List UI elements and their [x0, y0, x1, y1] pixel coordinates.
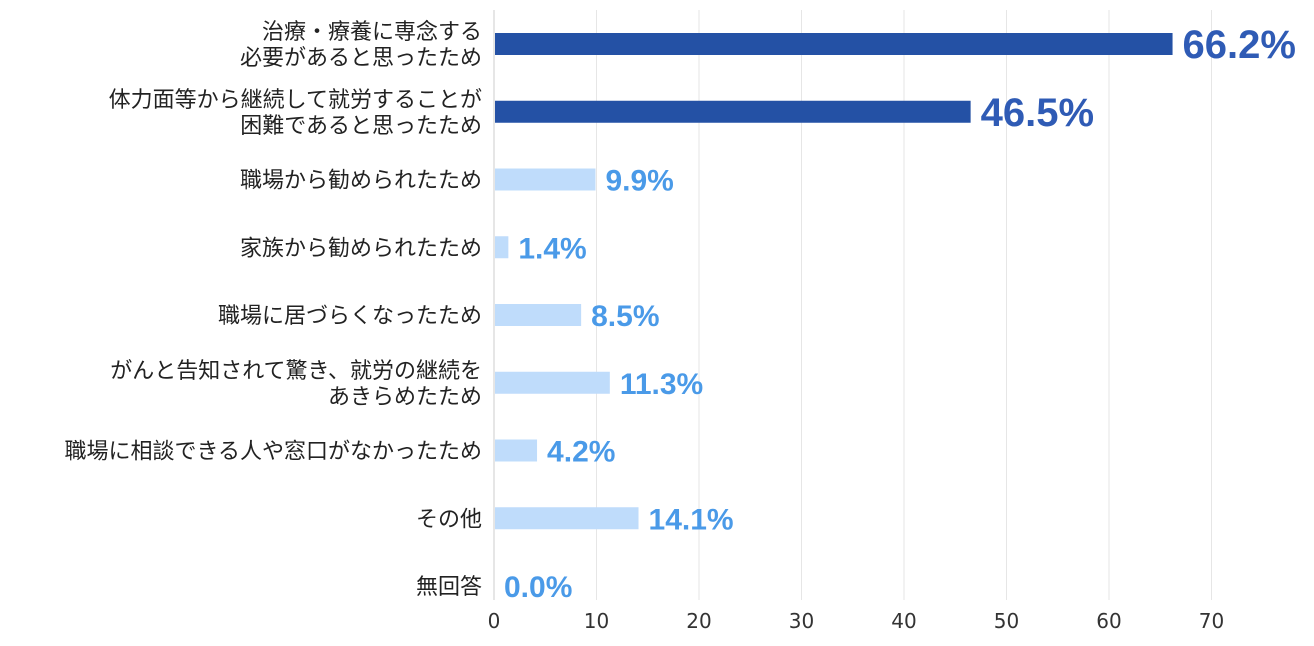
- bar-4: [495, 304, 582, 326]
- category-label-5: がんと告知されて驚き、就労の継続をあきらめたため: [110, 359, 482, 410]
- category-label-7: その他: [416, 507, 482, 532]
- value-labels: 66.2% 46.5% 9.9% 1.4% 8.5% 11.3% 4.2% 14.1% 0.0%: [504, 23, 1296, 604]
- bar-0: [495, 33, 1173, 55]
- value-label-0: 66.2%: [1183, 23, 1296, 67]
- bar-1: [495, 100, 971, 123]
- value-label-4: 8.5%: [591, 300, 659, 333]
- x-tick-label-60: 60: [1096, 609, 1121, 633]
- value-label-1: 46.5%: [981, 91, 1094, 135]
- x-tick-label-40: 40: [891, 609, 916, 633]
- category-labels: 治療・療養に専念する必要があると思ったため体力面等から継続して就労することが困難…: [64, 20, 482, 600]
- category-label-3: 家族から勧められたため: [240, 236, 482, 261]
- category-label-1: 体力面等から継続して就労することが困難であると思ったため: [109, 88, 482, 139]
- value-label-2: 9.9%: [605, 165, 673, 198]
- bars: [495, 33, 1173, 530]
- x-tick-label-20: 20: [686, 609, 711, 633]
- bar-5: [495, 371, 610, 394]
- category-label-0: 治療・療養に専念する必要があると思ったため: [240, 20, 482, 71]
- x-tick-label-10: 10: [584, 609, 609, 633]
- value-label-7: 14.1%: [649, 503, 734, 536]
- x-axis-ticks: 0 10 20 30 40 50 60 70: [488, 609, 1225, 633]
- x-tick-label-30: 30: [789, 609, 814, 633]
- category-label-2: 職場から勧められたため: [240, 169, 482, 194]
- category-label-8: 無回答: [416, 575, 482, 600]
- x-tick-label-70: 70: [1199, 609, 1224, 633]
- value-label-8: 0.0%: [504, 571, 572, 604]
- bar-2: [495, 168, 596, 191]
- x-tick-label-0: 0: [488, 609, 501, 633]
- x-tick-label-50: 50: [994, 609, 1019, 633]
- category-label-6: 職場に相談できる人や窓口がなかったため: [64, 440, 482, 465]
- bar-7: [495, 507, 639, 530]
- category-label-4: 職場に居づらくなったため: [218, 304, 482, 329]
- value-label-6: 4.2%: [547, 436, 615, 469]
- bar-3: [495, 236, 509, 259]
- value-label-5: 11.3%: [620, 368, 703, 401]
- bar-6: [495, 439, 538, 462]
- value-label-3: 1.4%: [518, 232, 586, 265]
